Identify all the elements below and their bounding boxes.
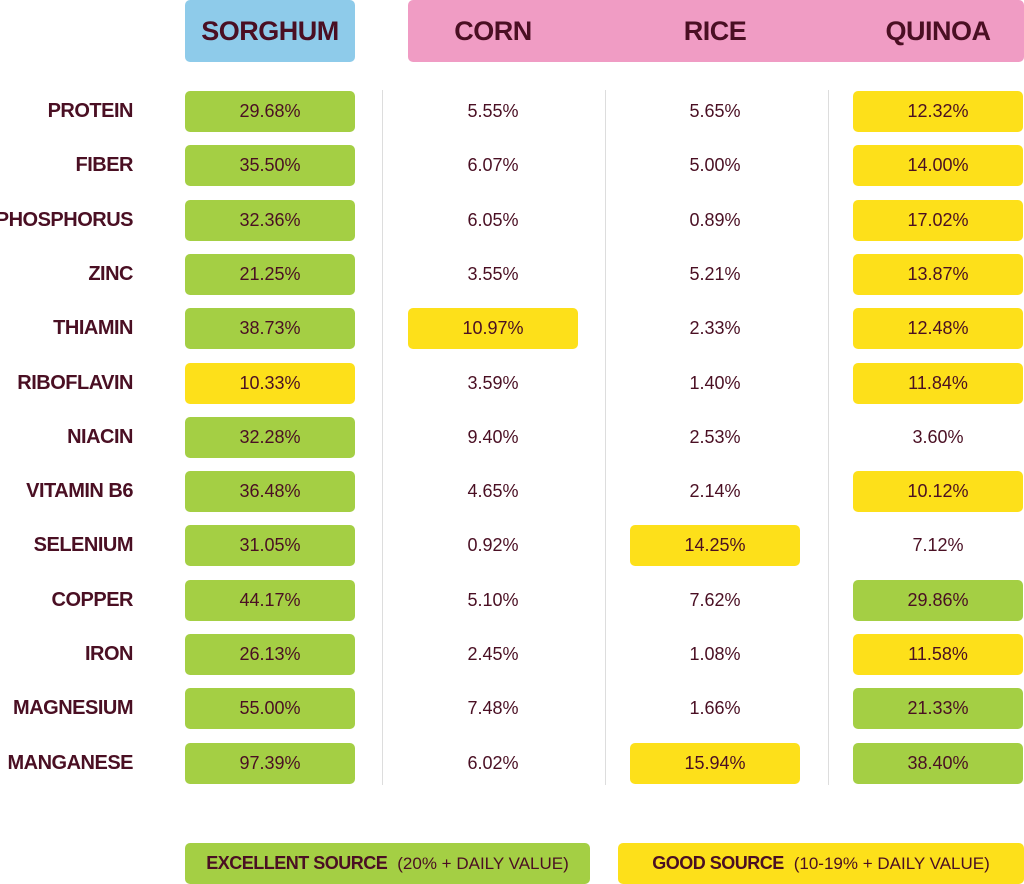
- value-cell: 5.10%: [467, 589, 519, 610]
- value-cell: 13.87%: [853, 253, 1023, 295]
- value-cell: 3.59%: [467, 372, 519, 393]
- value-cell: 0.89%: [689, 209, 741, 230]
- legend-item: EXCELLENT SOURCE (20% + DAILY VALUE): [185, 843, 590, 884]
- nutrient-label: IRON: [85, 643, 134, 665]
- value-cell: 4.65%: [467, 481, 519, 502]
- value-cell: 3.60%: [912, 426, 964, 447]
- value-cell: 31.05%: [185, 525, 355, 567]
- nutrient-label: MANGANESE: [7, 751, 133, 774]
- value-cell: 6.02%: [467, 752, 519, 773]
- value-cell: 15.94%: [630, 742, 800, 784]
- value-cell: 44.17%: [185, 579, 355, 621]
- value-cell: 12.48%: [853, 308, 1023, 350]
- column-header: SORGHUM: [201, 15, 339, 46]
- value-cell: 1.40%: [689, 372, 741, 393]
- nutrient-label: PHOSPHORUS: [0, 208, 134, 231]
- nutrient-label: MAGNESIUM: [13, 697, 133, 720]
- nutrient-label: NIACIN: [67, 425, 133, 448]
- value-cell: 2.14%: [689, 481, 741, 502]
- value-cell: 1.08%: [689, 644, 741, 664]
- value-cell: 38.73%: [185, 308, 355, 350]
- column-header: CORN: [454, 15, 532, 46]
- value-cell: 38.40%: [853, 742, 1023, 784]
- nutrient-label: ZINC: [88, 262, 133, 285]
- sorghum-header-bg: [185, 0, 355, 62]
- value-cell: 11.58%: [853, 634, 1023, 675]
- value-cell: 5.55%: [467, 101, 519, 121]
- value-cell: 29.86%: [853, 579, 1023, 621]
- legend-note: (10-19% + DAILY VALUE): [793, 853, 990, 873]
- value-cell: 17.02%: [853, 199, 1023, 241]
- value-cell: 3.55%: [467, 263, 519, 284]
- value-cell: 29.68%: [185, 91, 355, 132]
- value-cell: 7.62%: [689, 589, 741, 610]
- value-cell: 14.25%: [630, 525, 800, 567]
- value-cell: 2.53%: [689, 426, 741, 447]
- divider: [382, 90, 383, 785]
- nutrient-label: VITAMIN B6: [26, 480, 133, 503]
- value-cell: 0.92%: [467, 535, 519, 556]
- others-header-bg: [408, 0, 1024, 62]
- value-cell: 55.00%: [185, 688, 355, 730]
- value-cell: 9.40%: [467, 426, 519, 447]
- value-cell: 32.36%: [185, 199, 355, 241]
- value-cell: 11.84%: [853, 362, 1023, 404]
- column-header: QUINOA: [885, 15, 992, 46]
- nutrient-label: THIAMIN: [53, 317, 133, 340]
- value-cell: 32.28%: [185, 416, 355, 458]
- divider: [828, 90, 829, 785]
- value-cell: 97.39%: [185, 742, 355, 784]
- value-cell: 7.48%: [467, 698, 519, 719]
- value-cell: 5.21%: [689, 263, 741, 284]
- nutrient-label: COPPER: [51, 588, 134, 611]
- value-cell: 21.25%: [185, 253, 355, 295]
- legend-label: GOOD SOURCE: [652, 853, 784, 873]
- value-cell: 7.12%: [912, 535, 964, 556]
- value-cell: 6.07%: [467, 155, 519, 176]
- value-cell: 5.00%: [689, 155, 741, 176]
- legend-label: EXCELLENT SOURCE: [206, 853, 388, 873]
- nutrient-label: SELENIUM: [33, 534, 134, 557]
- value-cell: 36.48%: [185, 471, 355, 513]
- nutrient-label: FIBER: [75, 154, 134, 177]
- nutrient-label: PROTEIN: [47, 100, 134, 122]
- value-cell: 21.33%: [853, 688, 1023, 730]
- value-cell: 14.00%: [853, 145, 1023, 187]
- column-header: RICE: [683, 15, 747, 46]
- value-cell: 35.50%: [185, 145, 355, 187]
- legend-note: (20% + DAILY VALUE): [397, 853, 569, 873]
- value-cell: 6.05%: [467, 209, 519, 230]
- value-cell: 10.97%: [408, 308, 578, 350]
- value-cell: 26.13%: [185, 634, 355, 675]
- value-cell: 5.65%: [689, 101, 741, 121]
- divider: [605, 90, 606, 785]
- value-cell: 2.45%: [467, 644, 519, 664]
- nutrient-label: RIBOFLAVIN: [17, 371, 133, 394]
- value-cell: 2.33%: [689, 318, 741, 339]
- legend-item: GOOD SOURCE (10-19% + DAILY VALUE): [618, 843, 1024, 884]
- value-cell: 10.33%: [185, 362, 355, 404]
- value-cell: 12.32%: [853, 91, 1023, 132]
- value-cell: 1.66%: [689, 698, 741, 719]
- value-cell: 10.12%: [853, 471, 1023, 513]
